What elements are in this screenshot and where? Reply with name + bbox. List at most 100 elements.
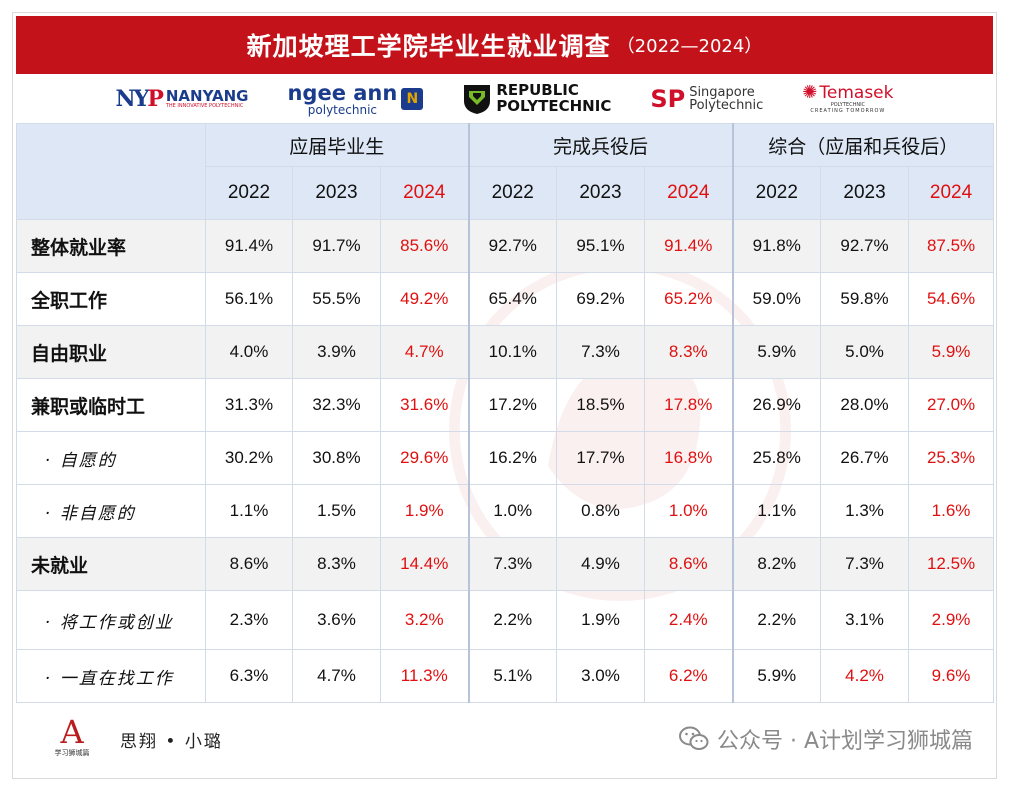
table-row: · 一直在找工作 6.3% 4.7% 11.3% 5.1% 3.0% 6.2% … — [16, 649, 995, 703]
table-cell: 49.2% — [380, 272, 469, 326]
row-label: · 自愿的 — [16, 431, 206, 485]
table-cell: 17.7% — [556, 431, 645, 485]
nyp-logo-icon: NYP — [115, 86, 163, 112]
year-header: 2024 — [643, 166, 734, 220]
watermark: 公众号 · A计划学习狮城篇 — [678, 723, 973, 755]
footer: A 学习狮城篇 思翔 • 小璐 公众号 · A计划学习狮城篇 — [16, 706, 993, 772]
table-cell: 30.8% — [292, 431, 381, 485]
title-bar: 新加坡理工学院毕业生就业调查 （2022—2024） — [16, 16, 993, 74]
table-cell: 65.4% — [467, 272, 557, 326]
table-cell: 3.1% — [820, 590, 910, 650]
table-cell: 1.9% — [556, 590, 645, 650]
table-cell: 91.8% — [731, 219, 822, 273]
table-cell: 8.2% — [731, 537, 822, 591]
year-header: 2022 — [731, 166, 822, 220]
table-row: 自由职业 4.0% 3.9% 4.7% 10.1% 7.3% 8.3% 5.9%… — [16, 325, 995, 379]
table-cell: 2.2% — [467, 590, 557, 650]
rp-line2: POLYTECHNIC — [496, 97, 612, 115]
table-cell: 4.7% — [292, 649, 381, 703]
table-cell: 91.4% — [643, 219, 734, 273]
table-row: 全职工作 56.1% 55.5% 49.2% 65.4% 69.2% 65.2%… — [16, 272, 995, 326]
table-cell: 4.7% — [380, 325, 469, 379]
title-years: （2022—2024） — [616, 36, 763, 57]
table-row: 兼职或临时工 31.3% 32.3% 31.6% 17.2% 18.5% 17.… — [16, 378, 995, 432]
row-label: · 一直在找工作 — [16, 649, 206, 703]
author-signature: A 学习狮城篇 思翔 • 小璐 — [42, 716, 223, 762]
table-cell: 8.6% — [205, 537, 293, 591]
sp-line2: Polytechnic — [689, 98, 764, 113]
tp-name: Temasek — [819, 82, 894, 103]
table-cell: 9.6% — [908, 649, 995, 703]
table-cell: 26.7% — [820, 431, 910, 485]
np-line2: polytechnic — [307, 102, 378, 117]
table-cell: 5.9% — [908, 325, 995, 379]
table-cell: 4.0% — [205, 325, 293, 379]
brand-logo-text: 学习狮城篇 — [54, 749, 90, 757]
table-cell: 4.9% — [556, 537, 645, 591]
table-row: · 非自愿的 1.1% 1.5% 1.9% 1.0% 0.8% 1.0% 1.1… — [16, 484, 995, 538]
table-cell: 16.8% — [643, 431, 734, 485]
table-cell: 31.6% — [380, 378, 469, 432]
table-cell: 12.5% — [908, 537, 995, 591]
logo-nanyang: NYP NANYANG THE INNOVATIVE POLYTECHNIC — [115, 88, 248, 110]
group-header: 应届毕业生 — [205, 123, 469, 167]
table-cell: 7.3% — [467, 537, 557, 591]
table-cell: 7.3% — [556, 325, 645, 379]
table-cell: 30.2% — [205, 431, 293, 485]
table-cell: 32.3% — [292, 378, 381, 432]
table-row: · 将工作或创业 2.3% 3.6% 3.2% 2.2% 1.9% 2.4% 2… — [16, 590, 995, 650]
table-cell: 8.3% — [643, 325, 734, 379]
table-cell: 2.4% — [643, 590, 734, 650]
sp-logo-icon: SP — [650, 85, 686, 113]
row-label: · 将工作或创业 — [16, 590, 206, 650]
table-cell: 2.9% — [908, 590, 995, 650]
table-cell: 85.6% — [380, 219, 469, 273]
logo-ngee-ann: ngee ann polytechnic N — [287, 80, 424, 117]
table-cell: 1.3% — [820, 484, 910, 538]
watermark-text: 公众号 · A计划学习狮城篇 — [716, 729, 973, 754]
nyp-tagline: THE INNOVATIVE POLYTECHNIC — [165, 103, 244, 109]
row-label: 兼职或临时工 — [16, 378, 206, 432]
table-cell: 16.2% — [467, 431, 557, 485]
year-header: 2023 — [292, 166, 381, 220]
table-cell: 25.3% — [908, 431, 995, 485]
table-cell: 1.9% — [380, 484, 469, 538]
table-cell: 10.1% — [467, 325, 557, 379]
table-cell: 1.0% — [643, 484, 734, 538]
table-cell: 5.9% — [731, 325, 822, 379]
np-logo-icon: N — [401, 88, 424, 110]
table-cell: 29.6% — [380, 431, 469, 485]
tp-sub: POLYTECHNIC — [830, 102, 866, 108]
row-label: 全职工作 — [16, 272, 206, 326]
row-label: · 非自愿的 — [16, 484, 206, 538]
table-cell: 31.3% — [205, 378, 293, 432]
group-header: 综合（应届和兵役后） — [731, 123, 995, 167]
table-cell: 5.9% — [731, 649, 822, 703]
table-cell: 6.2% — [643, 649, 734, 703]
table-cell: 3.2% — [380, 590, 469, 650]
table-cell: 3.9% — [292, 325, 381, 379]
author-name: 思翔 • 小璐 — [120, 731, 223, 752]
table-cell: 54.6% — [908, 272, 995, 326]
tp-tagline: CREATING TOMORROW — [810, 108, 886, 114]
table-cell: 1.6% — [908, 484, 995, 538]
table-cell: 3.6% — [292, 590, 381, 650]
table-row: 未就业 8.6% 8.3% 14.4% 7.3% 4.9% 8.6% 8.2% … — [16, 537, 995, 591]
table-cell: 14.4% — [380, 537, 469, 591]
table-cell: 2.2% — [731, 590, 822, 650]
table-row: · 自愿的 30.2% 30.8% 29.6% 16.2% 17.7% 16.8… — [16, 431, 995, 485]
table-cell: 5.0% — [820, 325, 910, 379]
np-line1: ngee ann — [287, 80, 398, 105]
table-cell: 59.8% — [820, 272, 910, 326]
table-cell: 7.3% — [820, 537, 910, 591]
table-cell: 11.3% — [380, 649, 469, 703]
table-cell: 26.9% — [731, 378, 822, 432]
table-cell: 91.7% — [292, 219, 381, 273]
row-label: 自由职业 — [16, 325, 206, 379]
table-cell: 55.5% — [292, 272, 381, 326]
table-cell: 8.3% — [292, 537, 381, 591]
sp-line1: Singapore — [689, 85, 755, 100]
employment-table: 应届毕业生 完成兵役后 综合（应届和兵役后） 2022 2023 2024 20… — [16, 123, 995, 703]
rp-line1: REPUBLIC — [496, 81, 579, 100]
table-cell: 95.1% — [556, 219, 645, 273]
